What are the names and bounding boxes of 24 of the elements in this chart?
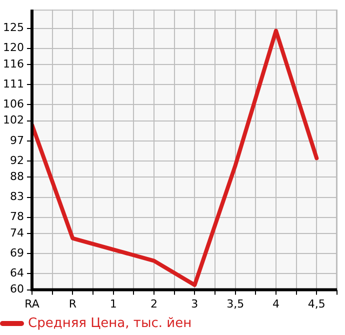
x-tick-label: R [68,297,77,310]
x-tick-label: 3,5 [226,297,244,310]
y-tick-label: 125 [2,21,24,34]
x-tick-label: 3 [191,297,198,310]
y-tick-label: 88 [10,170,24,183]
y-tick-label: 60 [10,282,24,296]
y-tick-label: 69 [10,246,24,260]
y-tick-label: 120 [2,41,24,54]
y-tick-label: 74 [10,226,24,240]
y-tick-label: 97 [10,134,24,147]
x-tick-label: 2 [150,297,158,310]
x-tick-label: RA [24,297,40,310]
y-tick-label: 64 [10,266,24,280]
y-tick-label: 92 [10,154,24,167]
y-tick-label: 106 [2,98,24,111]
y-tick-label: 102 [2,114,24,127]
x-tick-label: 1 [110,297,117,310]
x-tick-label: 4 [272,297,280,310]
y-tick-label: 83 [10,190,24,204]
y-tick-label: 111 [2,77,24,90]
x-tick-label: 4,5 [308,297,326,310]
legend-label: Средняя Цена, тыс. йен [28,316,192,331]
y-tick-label: 116 [2,57,24,70]
y-tick-label: 78 [10,210,24,224]
